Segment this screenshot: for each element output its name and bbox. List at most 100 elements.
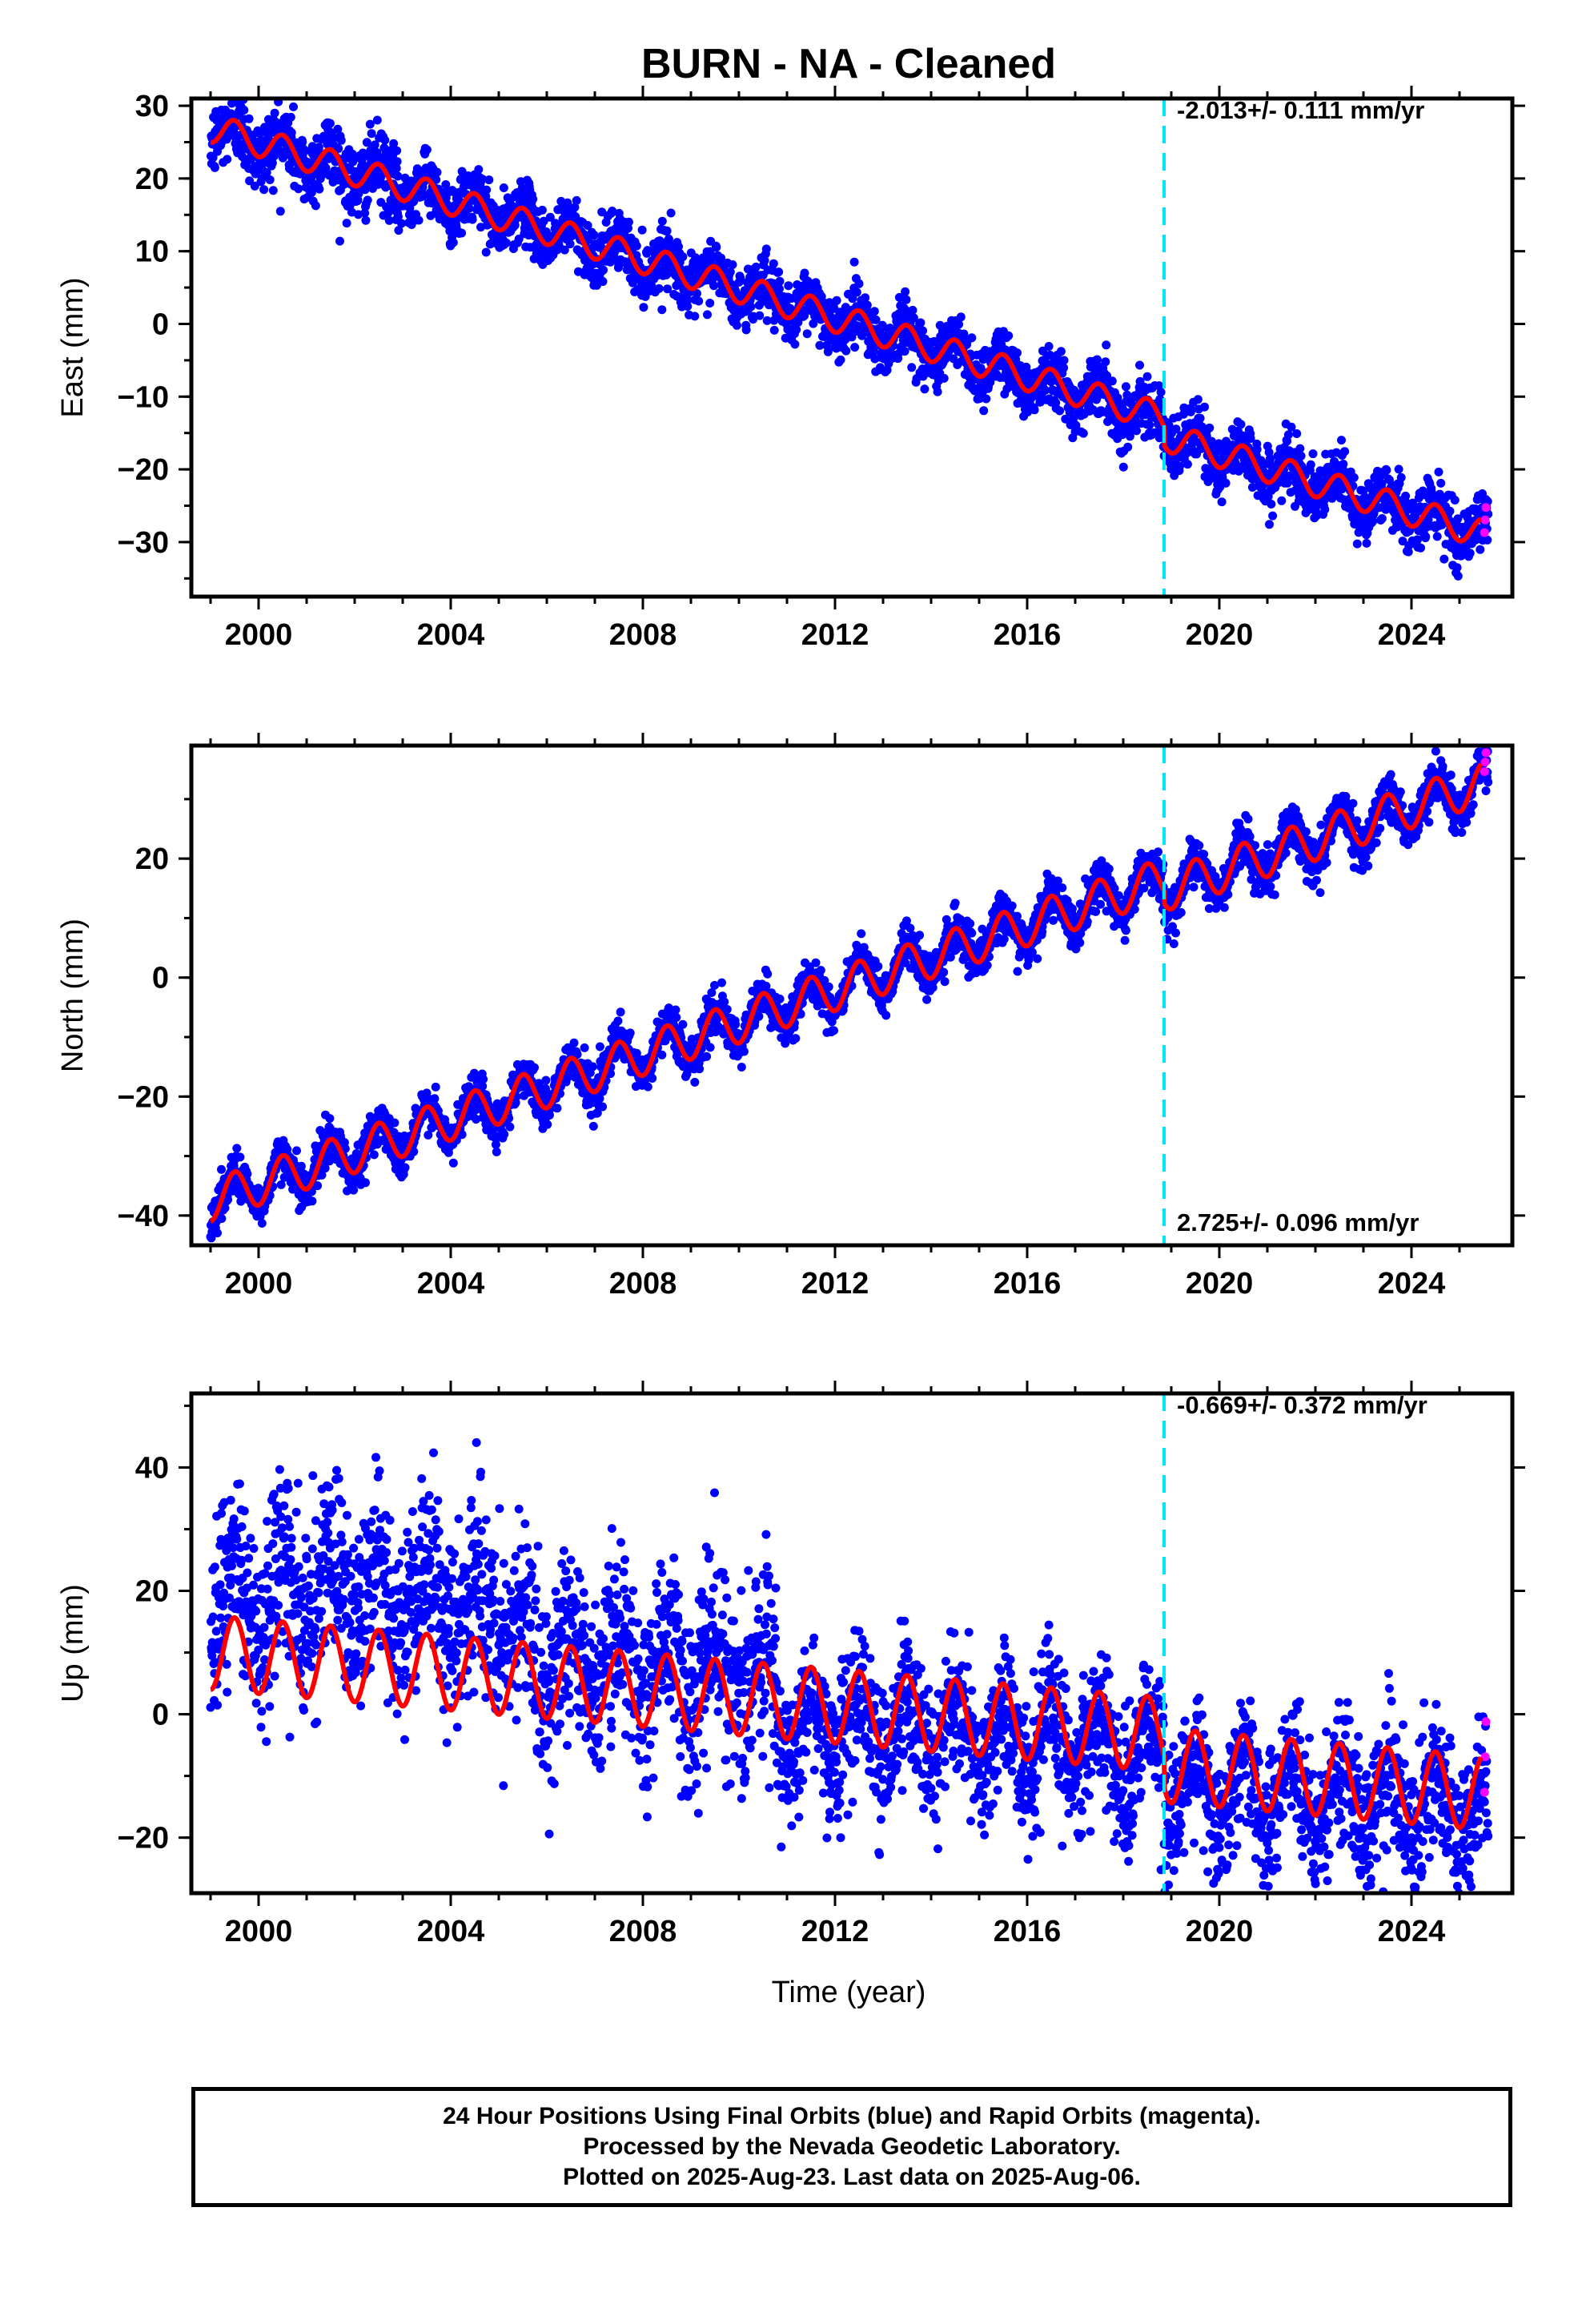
data-point bbox=[1078, 428, 1088, 438]
data-point bbox=[250, 181, 259, 191]
y-tick-label: −10 bbox=[118, 380, 169, 414]
data-point bbox=[544, 1111, 554, 1120]
data-point bbox=[448, 1158, 458, 1168]
data-point bbox=[325, 1114, 335, 1124]
data-point bbox=[1056, 347, 1066, 356]
data-point bbox=[654, 283, 664, 293]
data-point bbox=[933, 387, 942, 396]
data-point bbox=[268, 186, 278, 195]
data-point bbox=[841, 346, 851, 356]
data-point bbox=[1339, 460, 1348, 468]
data-point bbox=[639, 303, 648, 312]
data-point bbox=[265, 175, 275, 184]
data-point bbox=[481, 247, 491, 257]
data-point bbox=[1132, 426, 1141, 436]
rapid-orbit-point bbox=[1480, 528, 1489, 537]
data-point bbox=[861, 293, 870, 303]
data-point bbox=[900, 347, 909, 356]
data-point bbox=[823, 347, 833, 356]
data-point bbox=[1217, 497, 1227, 507]
data-point bbox=[422, 145, 432, 155]
data-point bbox=[370, 140, 379, 150]
data-point bbox=[432, 175, 441, 184]
data-point bbox=[657, 216, 667, 226]
data-point bbox=[334, 144, 343, 153]
data-point bbox=[1396, 472, 1406, 482]
data-point bbox=[1267, 500, 1276, 509]
data-point bbox=[608, 207, 617, 215]
data-point bbox=[565, 239, 575, 249]
data-point bbox=[457, 228, 467, 238]
data-point bbox=[275, 207, 285, 216]
data-point bbox=[294, 184, 303, 194]
data-point bbox=[956, 312, 966, 322]
data-point bbox=[862, 300, 872, 310]
data-point bbox=[648, 1074, 657, 1083]
data-point bbox=[599, 265, 608, 275]
data-point bbox=[217, 1164, 226, 1174]
data-point bbox=[588, 1062, 597, 1072]
data-point bbox=[1268, 511, 1278, 521]
data-point bbox=[800, 311, 809, 320]
data-point bbox=[709, 281, 719, 291]
data-point bbox=[1004, 331, 1014, 340]
data-point bbox=[939, 373, 949, 383]
data-point bbox=[397, 219, 406, 228]
data-point bbox=[365, 119, 375, 129]
data-point bbox=[1445, 506, 1455, 516]
data-point bbox=[499, 183, 508, 192]
data-point bbox=[572, 195, 581, 205]
data-point bbox=[257, 1219, 267, 1228]
data-point bbox=[666, 208, 676, 218]
data-point bbox=[1200, 402, 1209, 412]
data-point bbox=[223, 155, 232, 164]
data-point bbox=[552, 1104, 562, 1113]
data-point bbox=[354, 189, 363, 199]
data-point bbox=[1292, 429, 1302, 438]
data-point bbox=[790, 340, 800, 349]
data-point bbox=[448, 238, 458, 247]
data-point bbox=[664, 234, 673, 243]
data-point bbox=[674, 242, 683, 251]
y-tick-label: 0 bbox=[152, 308, 169, 341]
data-point bbox=[1377, 514, 1387, 523]
data-point bbox=[360, 185, 370, 195]
data-point bbox=[208, 153, 218, 163]
data-point bbox=[501, 238, 511, 247]
data-point bbox=[539, 216, 548, 226]
data-point bbox=[751, 262, 761, 271]
data-point bbox=[1193, 395, 1203, 404]
data-point bbox=[725, 267, 735, 277]
data-point bbox=[1394, 464, 1403, 474]
data-point bbox=[1416, 543, 1425, 553]
data-point bbox=[1121, 382, 1130, 392]
data-point bbox=[1101, 357, 1110, 367]
data-point bbox=[690, 312, 700, 321]
data-point bbox=[479, 1075, 488, 1084]
rapid-orbit-point bbox=[1480, 515, 1490, 525]
data-point bbox=[363, 195, 372, 205]
data-point bbox=[1283, 430, 1293, 440]
data-point bbox=[663, 284, 673, 294]
data-point bbox=[217, 1214, 227, 1224]
data-point bbox=[1352, 539, 1362, 549]
data-point bbox=[1145, 420, 1154, 430]
data-point bbox=[728, 260, 737, 269]
data-point bbox=[616, 1007, 625, 1017]
data-point bbox=[908, 305, 917, 315]
data-point bbox=[1107, 376, 1117, 386]
data-point bbox=[625, 1028, 635, 1038]
data-point bbox=[836, 355, 845, 364]
data-point bbox=[1434, 467, 1443, 476]
data-point bbox=[901, 295, 911, 304]
data-point bbox=[389, 139, 399, 148]
data-point bbox=[918, 326, 928, 336]
data-point bbox=[1453, 571, 1463, 581]
data-point bbox=[792, 325, 801, 335]
data-point bbox=[307, 1196, 317, 1206]
data-point bbox=[570, 203, 580, 212]
data-point bbox=[390, 1118, 400, 1128]
data-point bbox=[287, 128, 296, 138]
data-point bbox=[468, 215, 477, 224]
data-point bbox=[703, 310, 712, 320]
